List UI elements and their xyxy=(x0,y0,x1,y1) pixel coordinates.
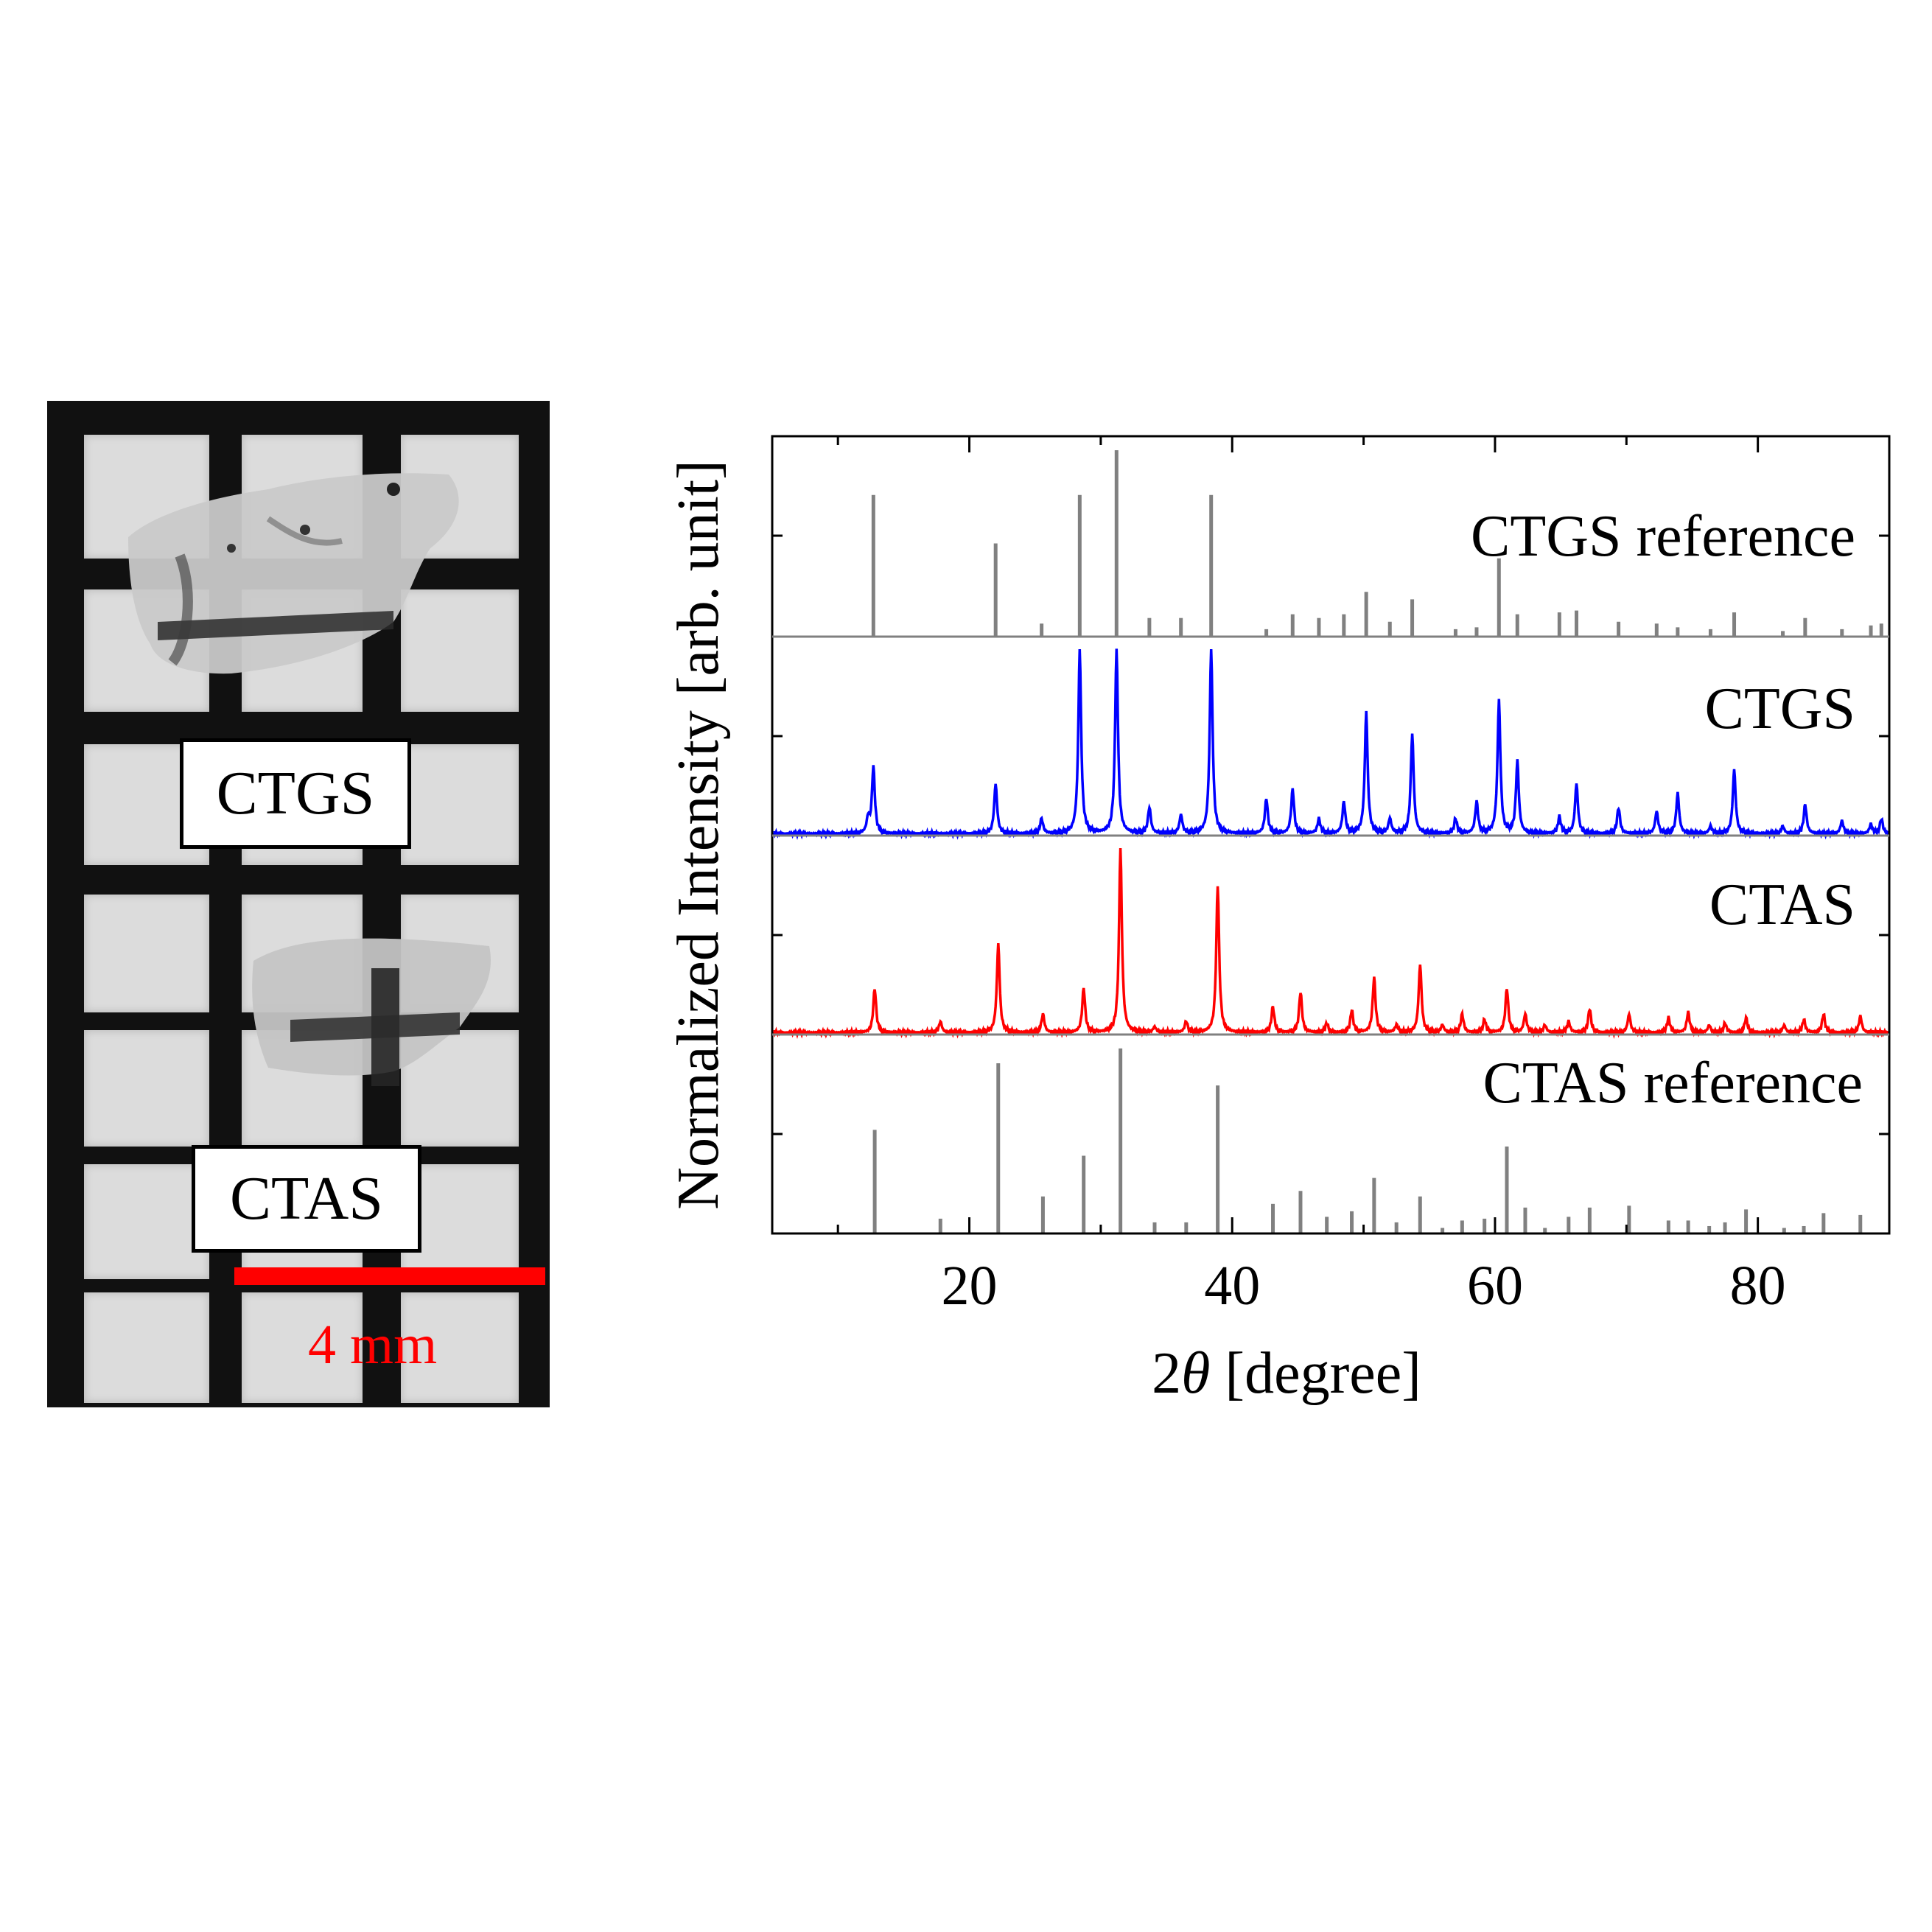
ctas-label: CTAS xyxy=(192,1145,421,1253)
series-ctgs-reference xyxy=(871,450,1883,637)
grid-square xyxy=(84,895,209,1012)
scale-bar-label: 4 mm xyxy=(308,1314,438,1376)
chart-axes xyxy=(771,435,1891,1235)
series-label: CTGS reference xyxy=(1471,504,1855,569)
chart-traces xyxy=(772,450,1890,1233)
chart-labels: 20 40 60 80 CTGS reference CTGS CTAS CTAS refer… xyxy=(666,460,1863,1406)
x-axis-label-theta: θ xyxy=(1181,1341,1210,1406)
series-label: CTAS xyxy=(1709,872,1855,937)
series-ctas-reference xyxy=(872,1048,1863,1233)
grid-square xyxy=(401,744,519,865)
x-axis-label-suffix: [degree] xyxy=(1210,1341,1421,1406)
scale-bar xyxy=(234,1267,545,1285)
grid-square xyxy=(401,589,519,712)
grid-square xyxy=(84,1164,209,1279)
ctas-crystal xyxy=(252,938,491,1086)
grid-square xyxy=(84,1030,209,1147)
x-axis-label-prefix: 2 xyxy=(1152,1341,1181,1406)
series-label: CTAS reference xyxy=(1483,1051,1863,1116)
grid-square xyxy=(84,1292,209,1403)
y-axis-label: Normalized Intensity [arb. unit] xyxy=(666,460,731,1209)
series-label: CTGS xyxy=(1705,676,1856,741)
grid-square xyxy=(401,1292,519,1403)
x-tick-label: 60 xyxy=(1467,1255,1523,1317)
x-axis-label: 2θ [degree] xyxy=(1152,1341,1421,1406)
xrd-chart: 20 40 60 80 CTGS reference CTGS CTAS CTAS refer… xyxy=(666,435,1891,1406)
ctgs-label: CTGS xyxy=(180,738,411,849)
x-tick-label: 40 xyxy=(1204,1255,1260,1317)
ctgs-crystal xyxy=(128,473,459,674)
crystal-photo: CTGS CTAS 4 mm xyxy=(47,401,550,1407)
x-tick-label: 20 xyxy=(942,1255,998,1317)
x-tick-label: 80 xyxy=(1730,1255,1786,1317)
grid-square xyxy=(242,1292,363,1403)
